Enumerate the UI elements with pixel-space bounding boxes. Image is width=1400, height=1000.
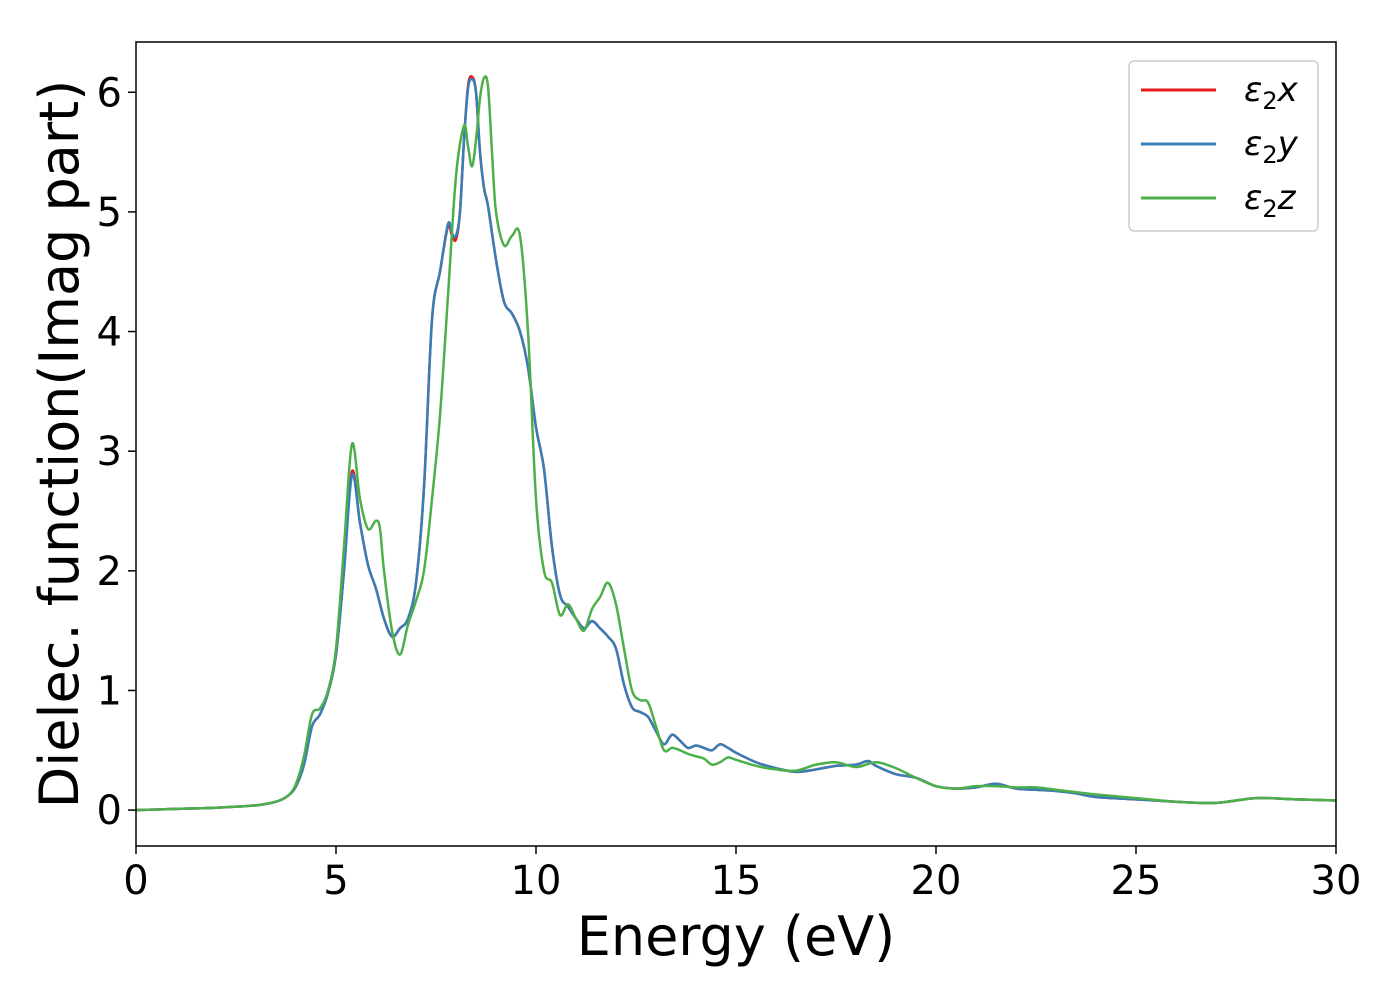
legend-box	[1128, 60, 1319, 232]
legend: ε2x ε2y ε2z	[1128, 60, 1319, 232]
y-tick-label: 1	[97, 668, 122, 714]
y-tick-label: 3	[97, 429, 122, 475]
series-line-z	[135, 75, 1337, 812]
y-tick-label: 0	[97, 788, 122, 834]
y-tick-label: 4	[97, 310, 122, 356]
x-tick-label: 15	[711, 858, 762, 904]
y-tick-label: 2	[97, 549, 122, 595]
x-tick-label: 30	[1311, 858, 1362, 904]
x-axis-ticks: 0 5 10 15 20 25 30	[123, 846, 1361, 904]
legend-label-y: ε2y	[1244, 124, 1299, 169]
y-axis-ticks: 0 1 2 3 4 5 6	[97, 70, 136, 834]
legend-label-z: ε2z	[1244, 178, 1297, 223]
legend-label-x: ε2x	[1244, 70, 1299, 115]
series-layer	[135, 75, 1337, 812]
x-tick-label: 0	[123, 858, 148, 904]
y-tick-label: 6	[97, 70, 122, 116]
x-axis-title: Energy (eV)	[577, 905, 896, 968]
y-axis-title: Dielec. function(Imag part)	[28, 80, 91, 809]
x-tick-label: 25	[1111, 858, 1162, 904]
x-tick-label: 5	[323, 858, 348, 904]
x-tick-label: 10	[511, 858, 562, 904]
y-tick-label: 5	[97, 190, 122, 236]
x-tick-label: 20	[911, 858, 962, 904]
